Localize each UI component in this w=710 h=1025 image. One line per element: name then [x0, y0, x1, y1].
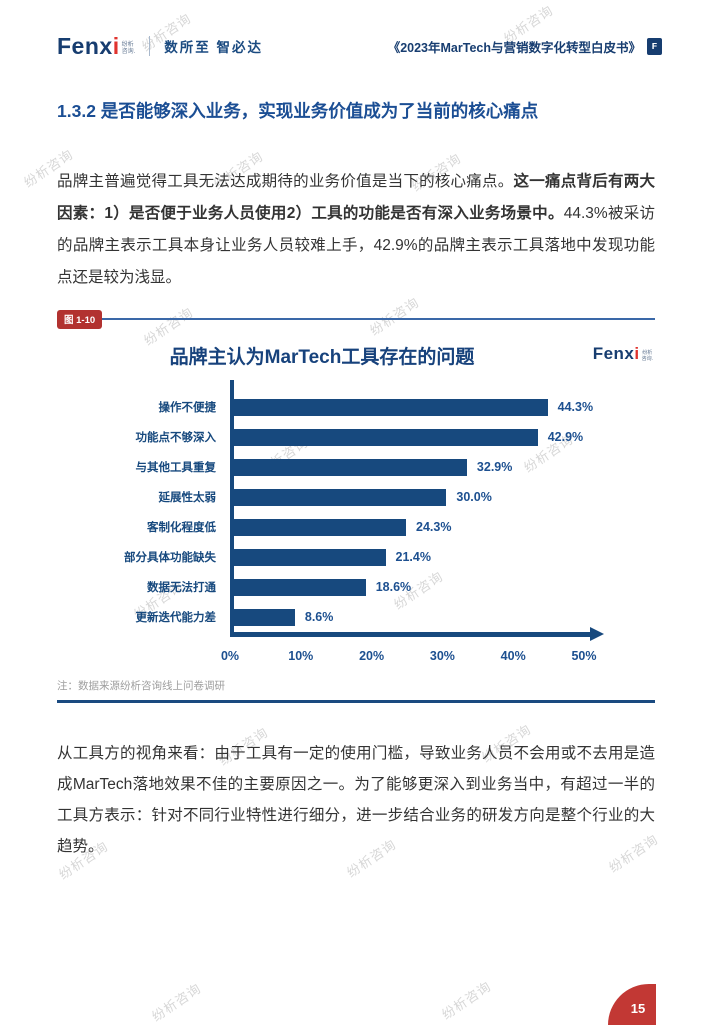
chart-row: 功能点不够深入 42.9%: [57, 422, 655, 452]
chart-bar: [234, 428, 538, 446]
axis-tick-label: 40%: [500, 649, 526, 663]
chart-value-label: 21.4%: [395, 550, 431, 564]
axis-tick-label: 30%: [429, 649, 455, 663]
chart-value-label: 30.0%: [456, 490, 492, 504]
chart-bar-area: 24.3%: [230, 518, 655, 536]
chart-bar-area: 32.9%: [230, 458, 655, 476]
header-divider: [149, 36, 151, 56]
chart-value-label: 18.6%: [375, 580, 412, 594]
axis-tick-label: 50%: [571, 649, 597, 663]
chart-category-label: 更新迭代能力差: [135, 612, 217, 624]
figure-number-badge: 图 1-10: [57, 310, 103, 329]
chart-category-label: 部分具体功能缺失: [124, 552, 216, 564]
x-axis: [230, 627, 655, 647]
chart-bar: [234, 548, 386, 566]
figure-bottom-rule: [57, 700, 655, 703]
paragraph-segment: 44.3%被采访的品牌主表示工具本身让业务人员较难上手，42.9%的品牌主表示工…: [57, 204, 656, 286]
logo-accent: i: [634, 344, 640, 363]
chart-bar: [234, 608, 295, 626]
chart-bar: [234, 518, 407, 536]
body-paragraph-1: 品牌主普遍觉得工具无法达成期待的业务价值是当下的核心痛点。这一痛点背后有两大因素…: [57, 166, 655, 294]
chart-value-label: 24.3%: [416, 520, 452, 534]
y-axis-line: [230, 380, 234, 632]
chart-category-label: 客制化程度低: [147, 522, 216, 534]
chart-category-label: 延展性太弱: [158, 492, 217, 504]
axis-tick-label: 20%: [359, 649, 385, 663]
figure-rule-line: [91, 318, 655, 320]
brand-logo: Fenxi 纷析 咨询.: [57, 34, 135, 58]
chart-row: 部分具体功能缺失 21.4%: [57, 542, 655, 572]
x-axis-line: [230, 632, 592, 637]
chart-bar: [234, 458, 467, 476]
page-number: 15: [630, 1001, 646, 1016]
chart-bar-area: 42.9%: [230, 428, 655, 446]
chart-row: 数据无法打通 18.6%: [57, 572, 655, 602]
logo-text: Fenxi: [592, 344, 640, 363]
chart-value-label: 42.9%: [547, 430, 584, 444]
logo-suffix: 纷析 咨询.: [121, 42, 136, 55]
watermark-text: 纷析咨询: [149, 980, 204, 1025]
chart-plot: 操作不便捷 44.3% 功能点不够深入 42.9% 与其他工具重复 32.9% 延展性太弱 3…: [57, 380, 655, 666]
chart-row: 更新迭代能力差 8.6%: [57, 602, 655, 632]
figure-label-row: 图 1-10: [57, 310, 655, 329]
chart-title: 品牌主认为MarTech工具存在的问题: [169, 347, 475, 368]
logo-text: Fenxi: [57, 33, 120, 59]
chart-rows: 操作不便捷 44.3% 功能点不够深入 42.9% 与其他工具重复 32.9% 延展性太弱 3…: [57, 380, 655, 632]
axis-tick-label: 0%: [220, 649, 240, 663]
chart-bar-area: 30.0%: [230, 488, 655, 506]
chart-row: 客制化程度低 24.3%: [57, 512, 655, 542]
header: Fenxi 纷析 咨询. 数所至 智必达 《2023年MarTech与营销数字化转…: [57, 34, 662, 58]
brand-tagline: 数所至 智必达: [164, 40, 264, 55]
figure: 图 1-10 品牌主认为MarTech工具存在的问题 Fenxi 纷析 咨询. 操…: [57, 310, 655, 703]
axis-tick-label: 10%: [288, 649, 314, 663]
chart-row: 操作不便捷 44.3%: [57, 392, 655, 422]
chart-bar-area: 18.6%: [230, 578, 655, 596]
chart-category-label: 与其他工具重复: [135, 462, 217, 474]
section-title: 1.3.2 是否能够深入业务，实现业务价值成为了当前的核心痛点: [57, 101, 539, 121]
chart-category-label: 数据无法打通: [147, 582, 216, 594]
chart-bar-area: 21.4%: [230, 548, 655, 566]
x-axis-ticks: 0% 10% 20% 30% 40% 50%: [221, 649, 655, 666]
chart-bar: [234, 488, 447, 506]
chart-value-label: 32.9%: [476, 460, 513, 474]
paragraph-segment: 品牌主普遍觉得工具无法达成期待的业务价值是当下的核心痛点。: [57, 172, 514, 190]
watermark-text: 纷析咨询: [439, 978, 494, 1023]
logo-accent: i: [112, 33, 120, 59]
chart-bar: [234, 398, 548, 416]
book-logo-icon: F: [647, 37, 662, 55]
chart-bar: [234, 578, 366, 596]
book-title: 《2023年MarTech与营销数字化转型白皮书》: [387, 40, 641, 55]
chart-category-label: 操作不便捷: [158, 402, 217, 414]
header-right: 《2023年MarTech与营销数字化转型白皮书》 F: [388, 37, 662, 56]
x-axis-arrow-icon: [590, 627, 604, 641]
chart-value-label: 44.3%: [557, 400, 594, 414]
chart-category-label: 功能点不够深入: [135, 432, 217, 444]
chart-value-label: 8.6%: [304, 610, 334, 624]
chart-bar-area: 44.3%: [230, 398, 655, 416]
chart-brand-logo: Fenxi 纷析 咨询.: [593, 345, 653, 363]
figure-source-note: 注：数据来源纷析咨询线上问卷调研: [57, 680, 225, 692]
chart-title-row: 品牌主认为MarTech工具存在的问题 Fenxi 纷析 咨询.: [57, 342, 655, 372]
chart-bar-area: 8.6%: [230, 608, 655, 626]
body-paragraph-2: 从工具方的视角来看：由于工具有一定的使用门槛，导致业务人员不会用或不去用是造成M…: [57, 744, 655, 855]
paragraph-segment: 这一痛点背后有两大因素：1）是否便于业务人员使用2）工具的功能是否有深入业务场景…: [57, 172, 655, 222]
chart-row: 延展性太弱 30.0%: [57, 482, 655, 512]
logo-suffix: 纷析 咨询.: [641, 350, 653, 362]
chart-row: 与其他工具重复 32.9%: [57, 452, 655, 482]
page-number-tab: 15: [608, 984, 656, 1025]
